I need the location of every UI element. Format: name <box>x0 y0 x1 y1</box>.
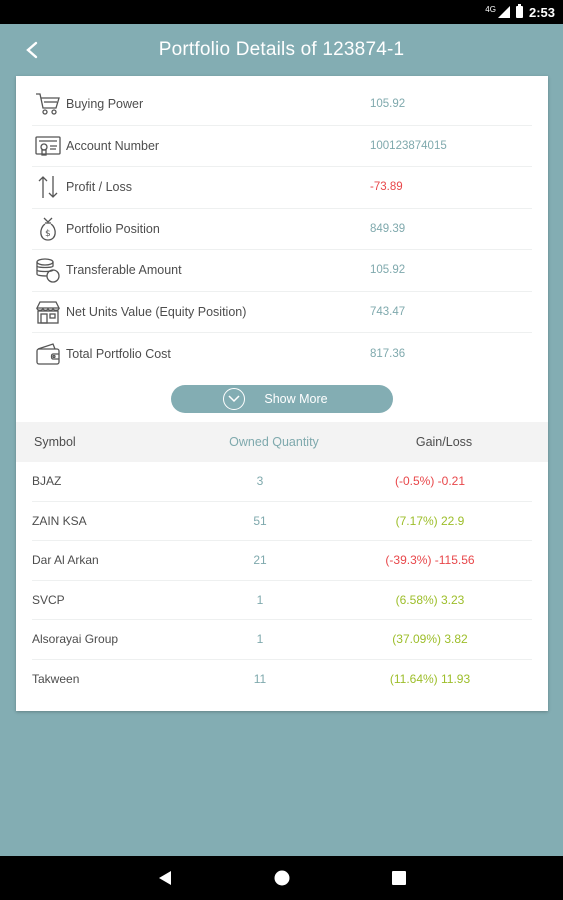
summary-value: -73.89 <box>370 181 403 194</box>
table-row[interactable]: BJAZ 3 (-0.5%) -0.21 <box>32 462 532 502</box>
summary-row-portfolio-position: $ Portfolio Position 849.39 <box>32 209 532 250</box>
cart-icon <box>32 88 64 120</box>
clock: 2:53 <box>528 4 555 20</box>
system-nav-bar <box>0 856 563 900</box>
header-quantity: Owned Quantity <box>229 435 319 449</box>
summary-row-account-number: Account Number 100123874015 <box>32 126 532 167</box>
summary-value: 743.47 <box>370 305 406 318</box>
summary-row-transferable-amount: Transferable Amount 105.92 <box>32 250 532 292</box>
cell-symbol: ZAIN KSA <box>32 513 87 528</box>
chevron-down-icon <box>223 388 245 410</box>
cell-gain-loss: (-39.3%) -115.56 <box>385 553 475 568</box>
summary-label: Portfolio Position <box>66 221 160 236</box>
cell-quantity: 21 <box>253 553 267 568</box>
cell-symbol: Dar Al Arkan <box>32 553 99 568</box>
holdings-table: Symbol Owned Quantity Gain/Loss BJAZ 3 (… <box>16 422 548 699</box>
summary-label: Profit / Loss <box>66 180 132 195</box>
svg-text:$: $ <box>45 229 51 239</box>
nav-recents-button[interactable] <box>388 867 410 889</box>
home-circle-icon <box>274 870 289 886</box>
summary-value: 817.36 <box>370 347 406 360</box>
cell-gain-loss: (37.09%) 3.82 <box>392 632 468 647</box>
storefront-icon <box>32 296 64 328</box>
id-card-icon <box>32 130 64 162</box>
cell-symbol: Alsorayai Group <box>32 632 119 647</box>
back-arrow-icon <box>26 41 38 59</box>
table-row[interactable]: Alsorayai Group 1 (37.09%) 3.82 <box>32 620 532 660</box>
cell-symbol: BJAZ <box>32 474 62 489</box>
summary-row-total-portfolio-cost: Total Portfolio Cost 817.36 <box>32 333 532 375</box>
signal-icon <box>497 6 510 18</box>
summary-label: Buying Power <box>66 97 144 112</box>
summary-label: Total Portfolio Cost <box>66 346 171 361</box>
table-row[interactable]: SVCP 1 (6.58%) 3.23 <box>32 581 532 620</box>
cell-symbol: Takween <box>32 672 80 687</box>
show-more-button[interactable]: Show More <box>171 385 393 413</box>
battery-icon <box>515 4 523 18</box>
nav-back-button[interactable] <box>154 867 176 889</box>
summary-row-buying-power: Buying Power 105.92 <box>32 84 532 126</box>
summary-value: 105.92 <box>370 264 406 277</box>
triangle-back-icon <box>158 871 171 885</box>
nav-home-button[interactable] <box>271 867 293 889</box>
back-button[interactable] <box>18 36 46 64</box>
status-bar: 4G 2:53 <box>0 0 563 24</box>
cell-gain-loss: (7.17%) 22.9 <box>395 513 465 528</box>
cell-quantity: 3 <box>256 474 264 489</box>
summary-label: Account Number <box>66 138 160 153</box>
wallet-icon <box>32 338 64 370</box>
header-symbol: Symbol <box>34 435 76 449</box>
summary-label: Transferable Amount <box>66 263 182 278</box>
cell-symbol: SVCP <box>32 592 65 607</box>
cell-quantity: 1 <box>256 632 264 647</box>
coins-stack-icon <box>32 254 64 286</box>
show-more-label: Show More <box>264 392 328 406</box>
cell-quantity: 51 <box>253 513 267 528</box>
table-row[interactable]: Dar Al Arkan 21 (-39.3%) -115.56 <box>32 541 532 581</box>
table-header: Symbol Owned Quantity Gain/Loss <box>16 422 548 462</box>
cell-gain-loss: (-0.5%) -0.21 <box>394 474 466 489</box>
portfolio-card: Buying Power 105.92 Account Number 10012… <box>16 76 548 711</box>
cell-quantity: 11 <box>253 672 267 687</box>
summary-value: 849.39 <box>370 222 406 235</box>
cell-quantity: 1 <box>256 592 264 607</box>
cell-gain-loss: (11.64%) 11.93 <box>389 672 471 687</box>
cell-gain-loss: (6.58%) 3.23 <box>395 592 465 607</box>
up-down-arrows-icon <box>32 171 64 203</box>
summary-row-net-units-value: Net Units Value (Equity Position) 743.47 <box>32 292 532 333</box>
header-gain-loss: Gain/Loss <box>415 435 473 449</box>
page-title: Portfolio Details of 123874-1 <box>158 39 405 60</box>
table-row[interactable]: Takween 11 (11.64%) 11.93 <box>32 660 532 700</box>
table-row[interactable]: ZAIN KSA 51 (7.17%) 22.9 <box>32 502 532 541</box>
summary-label: Net Units Value (Equity Position) <box>66 304 247 319</box>
recents-square-icon <box>391 871 406 885</box>
summary-value: 100123874015 <box>370 139 447 152</box>
app-bar: Portfolio Details of 123874-1 <box>0 24 563 76</box>
network-label: 4G <box>485 5 496 14</box>
summary-value: 105.92 <box>370 98 406 111</box>
summary-row-profit-loss: Profit / Loss -73.89 <box>32 167 532 209</box>
money-bag-icon: $ <box>32 213 64 245</box>
summary-list: Buying Power 105.92 Account Number 10012… <box>32 84 532 375</box>
